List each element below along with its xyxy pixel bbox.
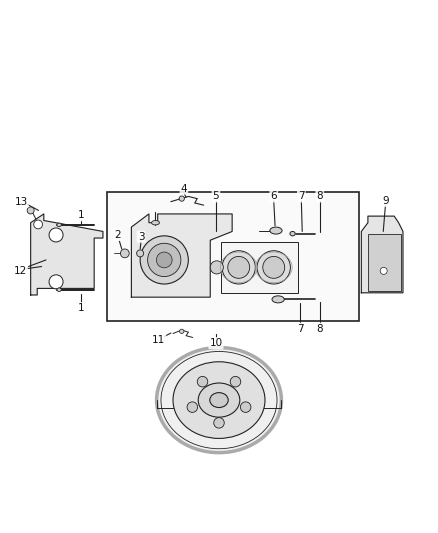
Circle shape [240, 402, 251, 413]
Circle shape [228, 256, 250, 278]
Circle shape [257, 251, 290, 284]
Text: 8: 8 [316, 324, 323, 334]
Polygon shape [361, 216, 403, 293]
Text: 10: 10 [209, 338, 223, 348]
Circle shape [120, 249, 129, 258]
Text: 13: 13 [14, 197, 28, 207]
Ellipse shape [270, 227, 282, 234]
Bar [107, 192, 359, 321]
Circle shape [140, 236, 188, 284]
Ellipse shape [210, 393, 228, 408]
Ellipse shape [152, 221, 159, 225]
Ellipse shape [290, 231, 295, 236]
Circle shape [187, 402, 198, 413]
Bar [221, 243, 298, 293]
Circle shape [49, 275, 63, 289]
Ellipse shape [198, 383, 240, 417]
Circle shape [197, 376, 208, 387]
Circle shape [156, 252, 172, 268]
Text: 7: 7 [297, 324, 304, 334]
Circle shape [380, 268, 387, 274]
Circle shape [34, 220, 42, 229]
Text: 6: 6 [270, 191, 277, 201]
Text: 1: 1 [78, 210, 85, 220]
Ellipse shape [173, 362, 265, 439]
Text: 4: 4 [180, 183, 187, 193]
Text: 7: 7 [298, 191, 305, 201]
Text: 3: 3 [138, 232, 145, 242]
Circle shape [263, 256, 285, 278]
Circle shape [222, 251, 255, 284]
Text: 11: 11 [152, 335, 165, 345]
Circle shape [27, 207, 34, 214]
Circle shape [148, 243, 181, 277]
Text: 2: 2 [114, 230, 121, 240]
Text: 8: 8 [316, 191, 323, 201]
Text: 12: 12 [14, 266, 27, 276]
Text: 1: 1 [78, 303, 85, 313]
Circle shape [214, 418, 224, 428]
Text: 5: 5 [212, 191, 219, 201]
Ellipse shape [157, 348, 281, 453]
Text: 9: 9 [382, 196, 389, 206]
Polygon shape [31, 214, 103, 295]
Bar [368, 233, 401, 290]
Ellipse shape [57, 288, 61, 292]
Circle shape [210, 261, 223, 274]
Polygon shape [131, 214, 232, 297]
Circle shape [179, 196, 184, 201]
Circle shape [137, 250, 144, 257]
Ellipse shape [272, 296, 284, 303]
Circle shape [180, 329, 184, 334]
Ellipse shape [57, 223, 61, 227]
Circle shape [230, 376, 241, 387]
Circle shape [49, 228, 63, 242]
